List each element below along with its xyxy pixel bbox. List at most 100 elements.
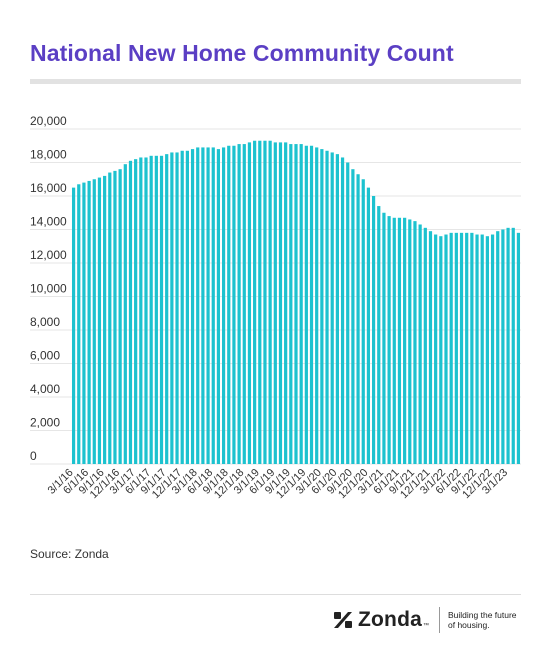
bar-1-1-22: [434, 234, 438, 464]
bar-9-1-17: [165, 154, 169, 465]
bar-11-1-22: [485, 236, 489, 464]
bar-7-1-16: [92, 179, 96, 464]
bar-10-1-17: [170, 152, 174, 464]
y-tick-label: 20,000: [30, 114, 67, 128]
bar-3-1-16: [71, 187, 76, 465]
bar-12-1-18: [242, 144, 246, 464]
footer-divider: [30, 594, 521, 595]
bar-3-1-17: [134, 159, 138, 464]
bar-4-1-22: [449, 232, 453, 464]
bar-4-1-19: [263, 140, 267, 465]
y-tick-label: 6,000: [30, 349, 60, 363]
bar-4-1-17: [139, 157, 143, 464]
bar-10-1-22: [480, 234, 484, 464]
bar-6-1-20: [335, 154, 339, 465]
brand-name: Zonda: [358, 608, 422, 631]
bar-2-1-19: [253, 140, 257, 465]
bar-10-1-19: [294, 144, 298, 464]
bar-11-1-16: [113, 170, 117, 465]
bar-5-1-22: [454, 232, 458, 464]
bar-2-1-18: [190, 149, 195, 464]
bar-5-1-18: [206, 147, 210, 464]
bar-8-1-19: [284, 142, 288, 464]
y-tick-label: 14,000: [30, 215, 67, 229]
bar-9-1-20: [351, 169, 355, 464]
bar-1-1-23: [496, 231, 500, 464]
bar-2-1-23: [501, 229, 505, 464]
bar-7-1-21: [403, 217, 407, 464]
bar-9-1-16: [103, 175, 107, 464]
bar-9-1-19: [289, 144, 293, 464]
bar-12-1-20: [366, 187, 371, 465]
brand-tagline: Building the future of housing.: [448, 610, 517, 630]
chart-title: National New Home Community Count: [30, 40, 454, 66]
y-tick-label: 12,000: [30, 248, 67, 262]
bar-6-1-19: [273, 142, 277, 464]
bar-10-1-20: [356, 174, 360, 464]
bar-2-1-21: [377, 206, 381, 465]
bar-12-1-16: [118, 169, 122, 464]
bar-9-1-18: [227, 145, 231, 464]
bar-1-1-17: [123, 164, 127, 464]
bar-9-1-21: [413, 221, 417, 465]
bar-7-1-17: [154, 155, 158, 465]
bar-4-1-21: [387, 216, 391, 464]
bar-12-1-19: [304, 145, 308, 464]
bar-7-1-20: [340, 157, 345, 464]
bar-11-1-19: [299, 144, 303, 464]
bar-6-1-21: [397, 217, 402, 464]
source-note: Source: Zonda: [30, 547, 109, 561]
bar-3-1-18: [196, 147, 200, 464]
bar-1-1-19: [247, 142, 252, 464]
bar-8-1-18: [221, 147, 226, 464]
bar-8-1-22: [470, 232, 474, 464]
bar-2-1-20: [315, 147, 319, 464]
bar-1-1-18: [185, 150, 189, 464]
bar-4-1-20: [325, 150, 329, 464]
bar-6-1-22: [459, 232, 464, 464]
brand-tagline-line1: Building the future: [448, 610, 517, 620]
bar-4-1-16: [77, 184, 81, 464]
bar-7-1-22: [465, 232, 469, 464]
bar-3-1-23: [506, 227, 510, 464]
bar-10-1-18: [232, 145, 236, 464]
bar-2-1-22: [439, 236, 443, 464]
bar-12-1-22: [490, 234, 495, 464]
bar-10-1-16: [108, 172, 112, 465]
bar-6-1-16: [87, 180, 91, 464]
bar-5-1-16: [82, 182, 86, 464]
y-tick-label: 2,000: [30, 416, 60, 430]
brand-tagline-line2: of housing.: [448, 620, 490, 630]
bar-3-1-21: [382, 212, 386, 464]
bar-8-1-16: [97, 177, 102, 464]
bar-3-1-22: [444, 234, 448, 464]
bar-12-1-17: [180, 150, 184, 464]
brand-trademark: ™: [423, 623, 429, 629]
bar-10-1-21: [418, 224, 422, 464]
bar-6-1-17: [149, 155, 153, 465]
bar-8-1-17: [159, 155, 164, 465]
brand-separator: [439, 607, 440, 633]
zonda-brand: Zonda ™ Building the future of housing.: [332, 607, 517, 633]
bar-11-1-18: [237, 144, 241, 464]
y-tick-label: 10,000: [30, 282, 67, 296]
bar-11-1-21: [423, 227, 427, 464]
bar-8-1-20: [346, 162, 350, 464]
bar-6-1-18: [211, 147, 215, 464]
bar-5-1-19: [268, 140, 272, 465]
bar-chart: 0 2,000 4,000 6,000 8,000 10,000 12,000 14,000 1…: [30, 114, 521, 501]
bar-1-1-21: [371, 196, 376, 464]
y-axis-tick-labels: 0 2,000 4,000 6,000 8,000 10,000 12,000 14,000 1…: [30, 114, 67, 463]
bar-11-1-17: [175, 152, 179, 464]
bar-3-1-20: [320, 149, 324, 464]
bars: [71, 140, 521, 465]
bar-12-1-21: [428, 231, 433, 464]
bar-8-1-21: [408, 219, 412, 464]
zonda-logo-icon: [334, 612, 352, 628]
bar-2-1-17: [128, 160, 133, 464]
y-tick-label: 0: [30, 449, 37, 463]
bar-11-1-20: [361, 179, 365, 464]
y-tick-label: 4,000: [30, 382, 60, 396]
x-axis-tick-labels: 3/1/166/1/169/1/1612/1/163/1/176/1/179/1…: [46, 467, 511, 501]
bar-4-1-18: [201, 147, 205, 464]
